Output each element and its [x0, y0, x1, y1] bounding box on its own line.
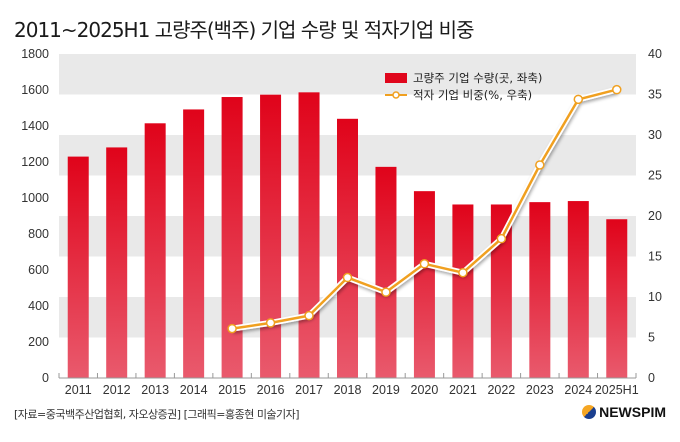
x-tick-label: 2020	[411, 383, 439, 397]
left-tick-label: 800	[28, 227, 49, 241]
right-tick-label: 15	[648, 250, 662, 264]
right-tick-label: 20	[648, 209, 662, 223]
x-tick-label: 2018	[334, 383, 362, 397]
bar-2013	[144, 123, 166, 378]
bar-2019	[375, 166, 397, 378]
x-tick-label: 2022	[487, 383, 515, 397]
left-tick-label: 1200	[21, 155, 49, 169]
x-tick-label: 2023	[526, 383, 554, 397]
line-point-2016	[265, 318, 276, 328]
x-tick-label: 2024	[564, 383, 592, 397]
x-tick-label: 2014	[180, 383, 208, 397]
legend-line-label: 적자 기업 비중(%, 우축)	[413, 88, 532, 102]
right-tick-label: 0	[648, 371, 655, 385]
line-point-2025H1	[612, 84, 622, 95]
grid-band	[59, 54, 636, 95]
x-tick-label: 2017	[295, 383, 323, 397]
bar-2020	[413, 191, 435, 378]
bar-2024	[567, 201, 589, 378]
line-point-2022	[496, 233, 507, 244]
line-point-2020	[419, 259, 430, 269]
x-tick-label: 2011	[65, 383, 92, 397]
left-tick-label: 1800	[21, 47, 49, 61]
line-point-2017	[304, 310, 314, 321]
bar-2022	[490, 204, 512, 378]
chart: 2011 2012 2013 2014 2015 2016 2017 2018 2019 2020…	[21, 47, 662, 397]
left-tick-label: 600	[28, 263, 49, 277]
right-tick-label: 10	[648, 290, 662, 304]
line-point-2015	[227, 323, 237, 334]
line-point-2023	[535, 160, 545, 170]
line-point-2019	[381, 287, 391, 297]
bar-2016	[260, 94, 282, 379]
legend-bar-swatch	[385, 73, 407, 83]
line-point-2018	[342, 272, 353, 283]
bar-2023	[529, 202, 551, 378]
left-tick-label: 1400	[21, 119, 49, 133]
line-point-2021	[458, 267, 468, 278]
x-tick-label: 2019	[372, 383, 400, 397]
left-tick-label: 1000	[21, 191, 49, 205]
x-tick-label: 2012	[103, 383, 131, 397]
source-caption: [자료=중국백주산업협회, 자오상증권] [그래픽=홍종현 미술기자]	[14, 408, 300, 421]
bar-2018	[337, 118, 358, 379]
x-tick-label: 2016	[257, 383, 285, 397]
left-tick-label: 1600	[21, 83, 49, 97]
x-tick-label: 2015	[218, 383, 246, 397]
left-tick-label: 200	[28, 335, 49, 349]
right-tick-label: 25	[648, 169, 662, 183]
line-point-2024	[573, 94, 584, 105]
bar-2025H1	[606, 219, 628, 378]
legend-line-marker	[392, 91, 400, 99]
legend-bar-label: 고량주 기업 수량(곳, 좌축)	[413, 71, 542, 85]
right-tick-label: 40	[648, 47, 662, 61]
bar-2011	[67, 156, 89, 378]
newspim-logo: NEWSPIM	[582, 404, 666, 420]
bar-2015	[221, 97, 243, 379]
logo-mark-icon	[582, 405, 597, 419]
x-tick-label: 2013	[141, 383, 169, 397]
bar-2021	[452, 204, 474, 378]
legend: 고량주 기업 수량(곳, 좌축) 적자 기업 비중(%, 우축)	[385, 71, 542, 102]
bar-2017	[298, 92, 320, 378]
chart-title: 2011~2025H1 고량주(백주) 기업 수량 및 적자기업 비중	[14, 18, 474, 42]
left-tick-label: 0	[42, 371, 49, 385]
right-tick-label: 30	[648, 128, 662, 142]
right-tick-label: 5	[648, 331, 655, 345]
bar-2012	[106, 147, 128, 378]
right-tick-label: 35	[648, 88, 662, 102]
x-tick-label: 2021	[449, 383, 477, 397]
bar-2014	[183, 109, 205, 378]
left-tick-label: 400	[28, 299, 49, 313]
logo-text: NEWSPIM	[599, 404, 666, 420]
x-tick-label: 2025H1	[595, 383, 639, 397]
